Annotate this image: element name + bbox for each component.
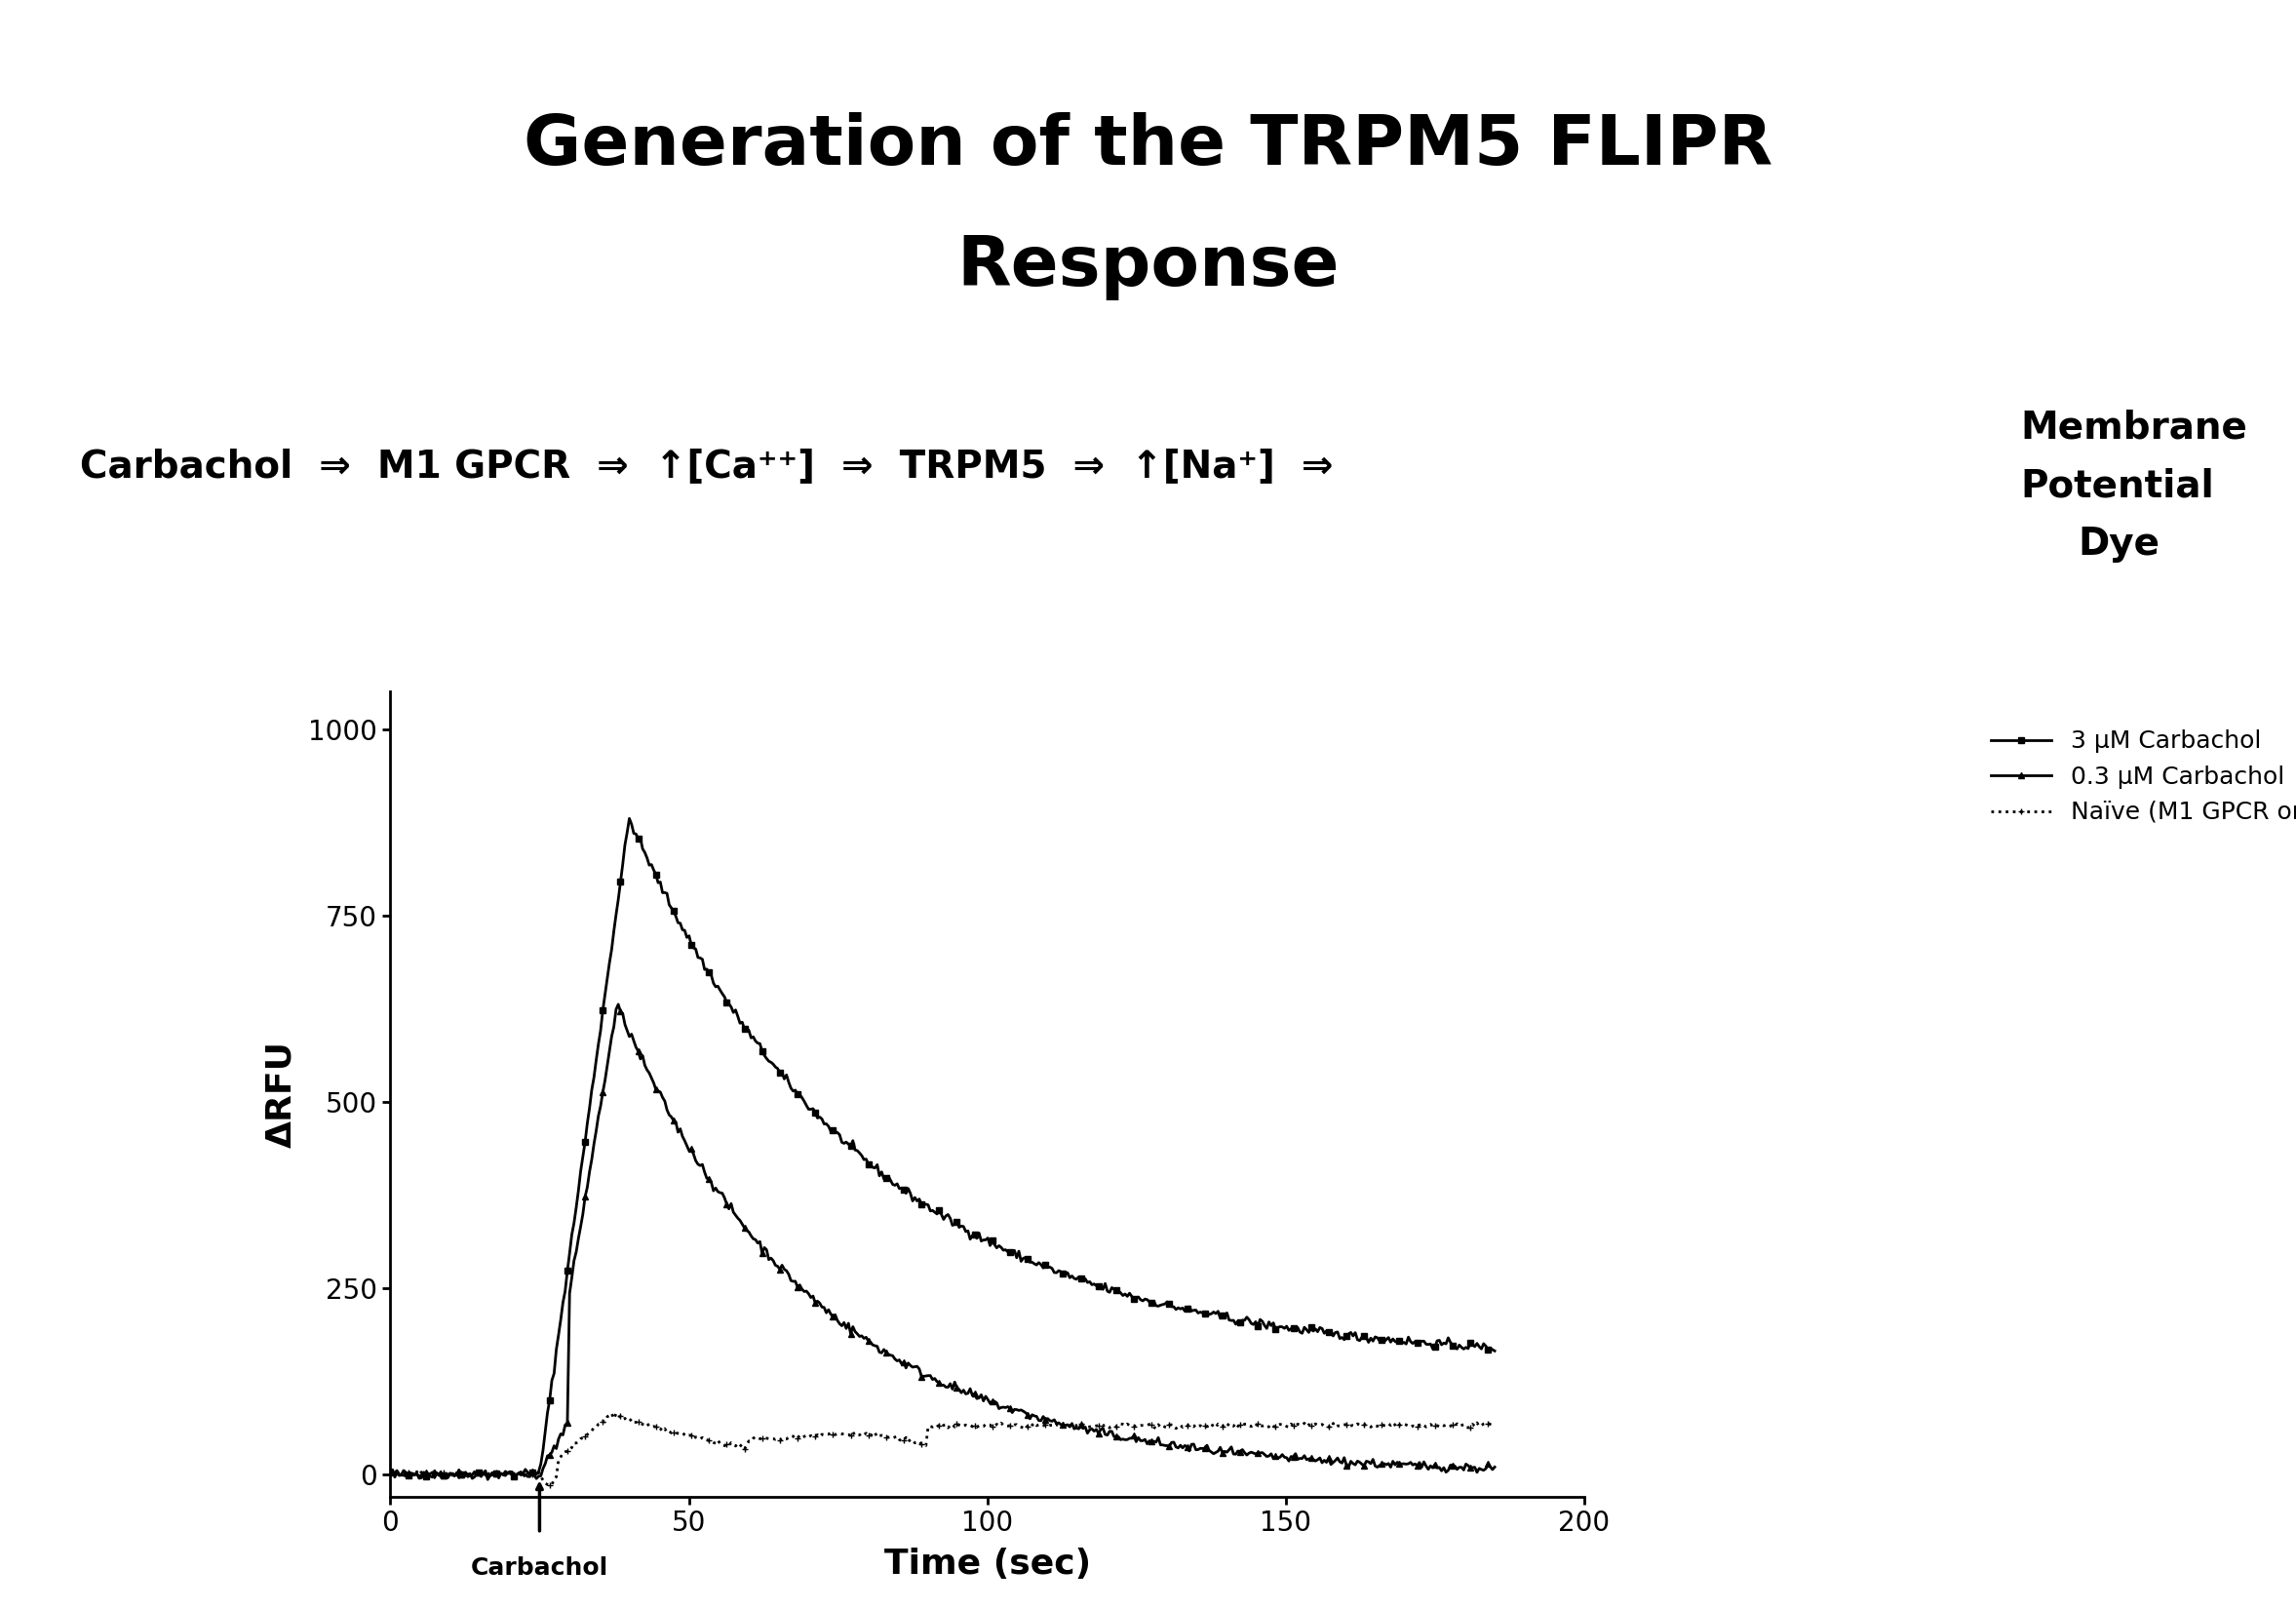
Legend: 3 μM Carbachol, 0.3 μM Carbachol, Naïve (M1 GPCR only): 3 μM Carbachol, 0.3 μM Carbachol, Naïve … — [1981, 721, 2296, 833]
3 μM Carbachol — [978, 1231, 1006, 1250]
0.3 μM Carbachol — [473, 1471, 501, 1490]
Line: 0.3 μM Carbachol: 0.3 μM Carbachol — [388, 1002, 1497, 1482]
Naïve (M1 GPCR only) — [535, 1475, 563, 1495]
0.3 μM Carbachol — [1038, 1411, 1065, 1430]
3 μM Carbachol — [377, 1463, 404, 1482]
Text: Generation of the TRPM5 FLIPR: Generation of the TRPM5 FLIPR — [523, 113, 1773, 180]
3 μM Carbachol — [1481, 1342, 1508, 1361]
3 μM Carbachol — [459, 1469, 487, 1488]
3 μM Carbachol — [905, 1189, 932, 1208]
3 μM Carbachol — [912, 1194, 939, 1213]
3 μM Carbachol — [1286, 1323, 1313, 1342]
Text: Response: Response — [957, 233, 1339, 301]
Y-axis label: ΔRFU: ΔRFU — [264, 1041, 298, 1147]
0.3 μM Carbachol — [912, 1366, 939, 1385]
Naïve (M1 GPCR only) — [912, 1435, 939, 1455]
0.3 μM Carbachol — [978, 1392, 1006, 1411]
Line: Naïve (M1 GPCR only): Naïve (M1 GPCR only) — [388, 1409, 1497, 1488]
Text: Membrane: Membrane — [2020, 409, 2248, 447]
Text: Potential: Potential — [2020, 467, 2213, 505]
Line: 3 μM Carbachol: 3 μM Carbachol — [388, 816, 1497, 1482]
Naïve (M1 GPCR only) — [1458, 1414, 1486, 1434]
0.3 μM Carbachol — [377, 1463, 404, 1482]
X-axis label: Time (sec): Time (sec) — [884, 1548, 1091, 1580]
3 μM Carbachol — [1038, 1258, 1065, 1278]
0.3 μM Carbachol — [604, 994, 631, 1014]
Naïve (M1 GPCR only) — [1286, 1416, 1313, 1435]
0.3 μM Carbachol — [905, 1360, 932, 1379]
3 μM Carbachol — [615, 809, 643, 829]
Text: Carbachol  ⇒  M1 GPCR  ⇒  ↑[Ca⁺⁺]  ⇒  TRPM5  ⇒  ↑[Na⁺]  ⇒: Carbachol ⇒ M1 GPCR ⇒ ↑[Ca⁺⁺] ⇒ TRPM5 ⇒ … — [80, 447, 1334, 486]
Text: Carbachol: Carbachol — [471, 1556, 608, 1580]
Naïve (M1 GPCR only) — [1038, 1416, 1065, 1435]
0.3 μM Carbachol — [1458, 1458, 1486, 1477]
Naïve (M1 GPCR only) — [978, 1418, 1006, 1437]
Naïve (M1 GPCR only) — [597, 1403, 625, 1422]
3 μM Carbachol — [1458, 1335, 1486, 1355]
Text: Dye: Dye — [2078, 525, 2161, 563]
Naïve (M1 GPCR only) — [377, 1463, 404, 1482]
Naïve (M1 GPCR only) — [1481, 1416, 1508, 1435]
0.3 μM Carbachol — [1286, 1448, 1313, 1467]
Naïve (M1 GPCR only) — [905, 1432, 932, 1451]
0.3 μM Carbachol — [1481, 1458, 1508, 1477]
